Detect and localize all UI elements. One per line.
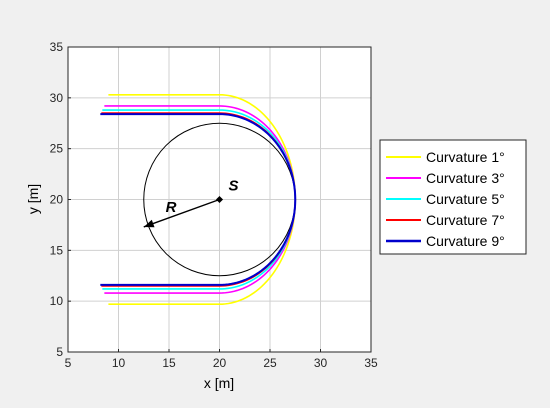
y-axis-label: y [m] (25, 184, 41, 214)
y-tick-label: 10 (50, 294, 64, 308)
radius-arrow-head (143, 219, 155, 228)
x-tick-label: 25 (263, 356, 277, 370)
center-point (215, 195, 224, 204)
x-axis-label: x [m] (204, 375, 234, 391)
series-line-5 (100, 113, 297, 286)
legend-label-1: Curvature 1° (426, 149, 505, 165)
x-tick-label: 20 (213, 356, 227, 370)
radius-label: R (166, 199, 177, 216)
center-label: S (229, 178, 239, 195)
legend-label-2: Curvature 3° (426, 170, 505, 186)
legend-label-4: Curvature 7° (426, 212, 505, 228)
x-tick-label: 35 (364, 356, 378, 370)
legend-label-5: Curvature 9° (426, 233, 505, 249)
data-layer (100, 93, 297, 306)
legend-box (379, 139, 527, 255)
y-tick-label: 5 (56, 345, 63, 359)
x-tick-label: 10 (112, 356, 126, 370)
y-tick-label: 30 (50, 91, 64, 105)
legend-label-3: Curvature 5° (426, 191, 505, 207)
x-tick-label: 5 (65, 356, 72, 370)
x-tick-label: 30 (314, 356, 328, 370)
y-tick-label: 15 (50, 243, 64, 257)
y-tick-label: 35 (50, 40, 64, 54)
y-tick-label: 20 (50, 193, 64, 207)
x-tick-label: 15 (162, 356, 176, 370)
tick-labels: 5 10 15 20 25 30 35 5 10 15 20 25 30 35 (50, 40, 378, 370)
radius-arrow (143, 198, 220, 228)
annotations: SR (143, 178, 239, 228)
y-tick-label: 25 (50, 142, 64, 156)
legend: Curvature 1° Curvature 3° Curvature 5° Curv… (379, 139, 527, 255)
